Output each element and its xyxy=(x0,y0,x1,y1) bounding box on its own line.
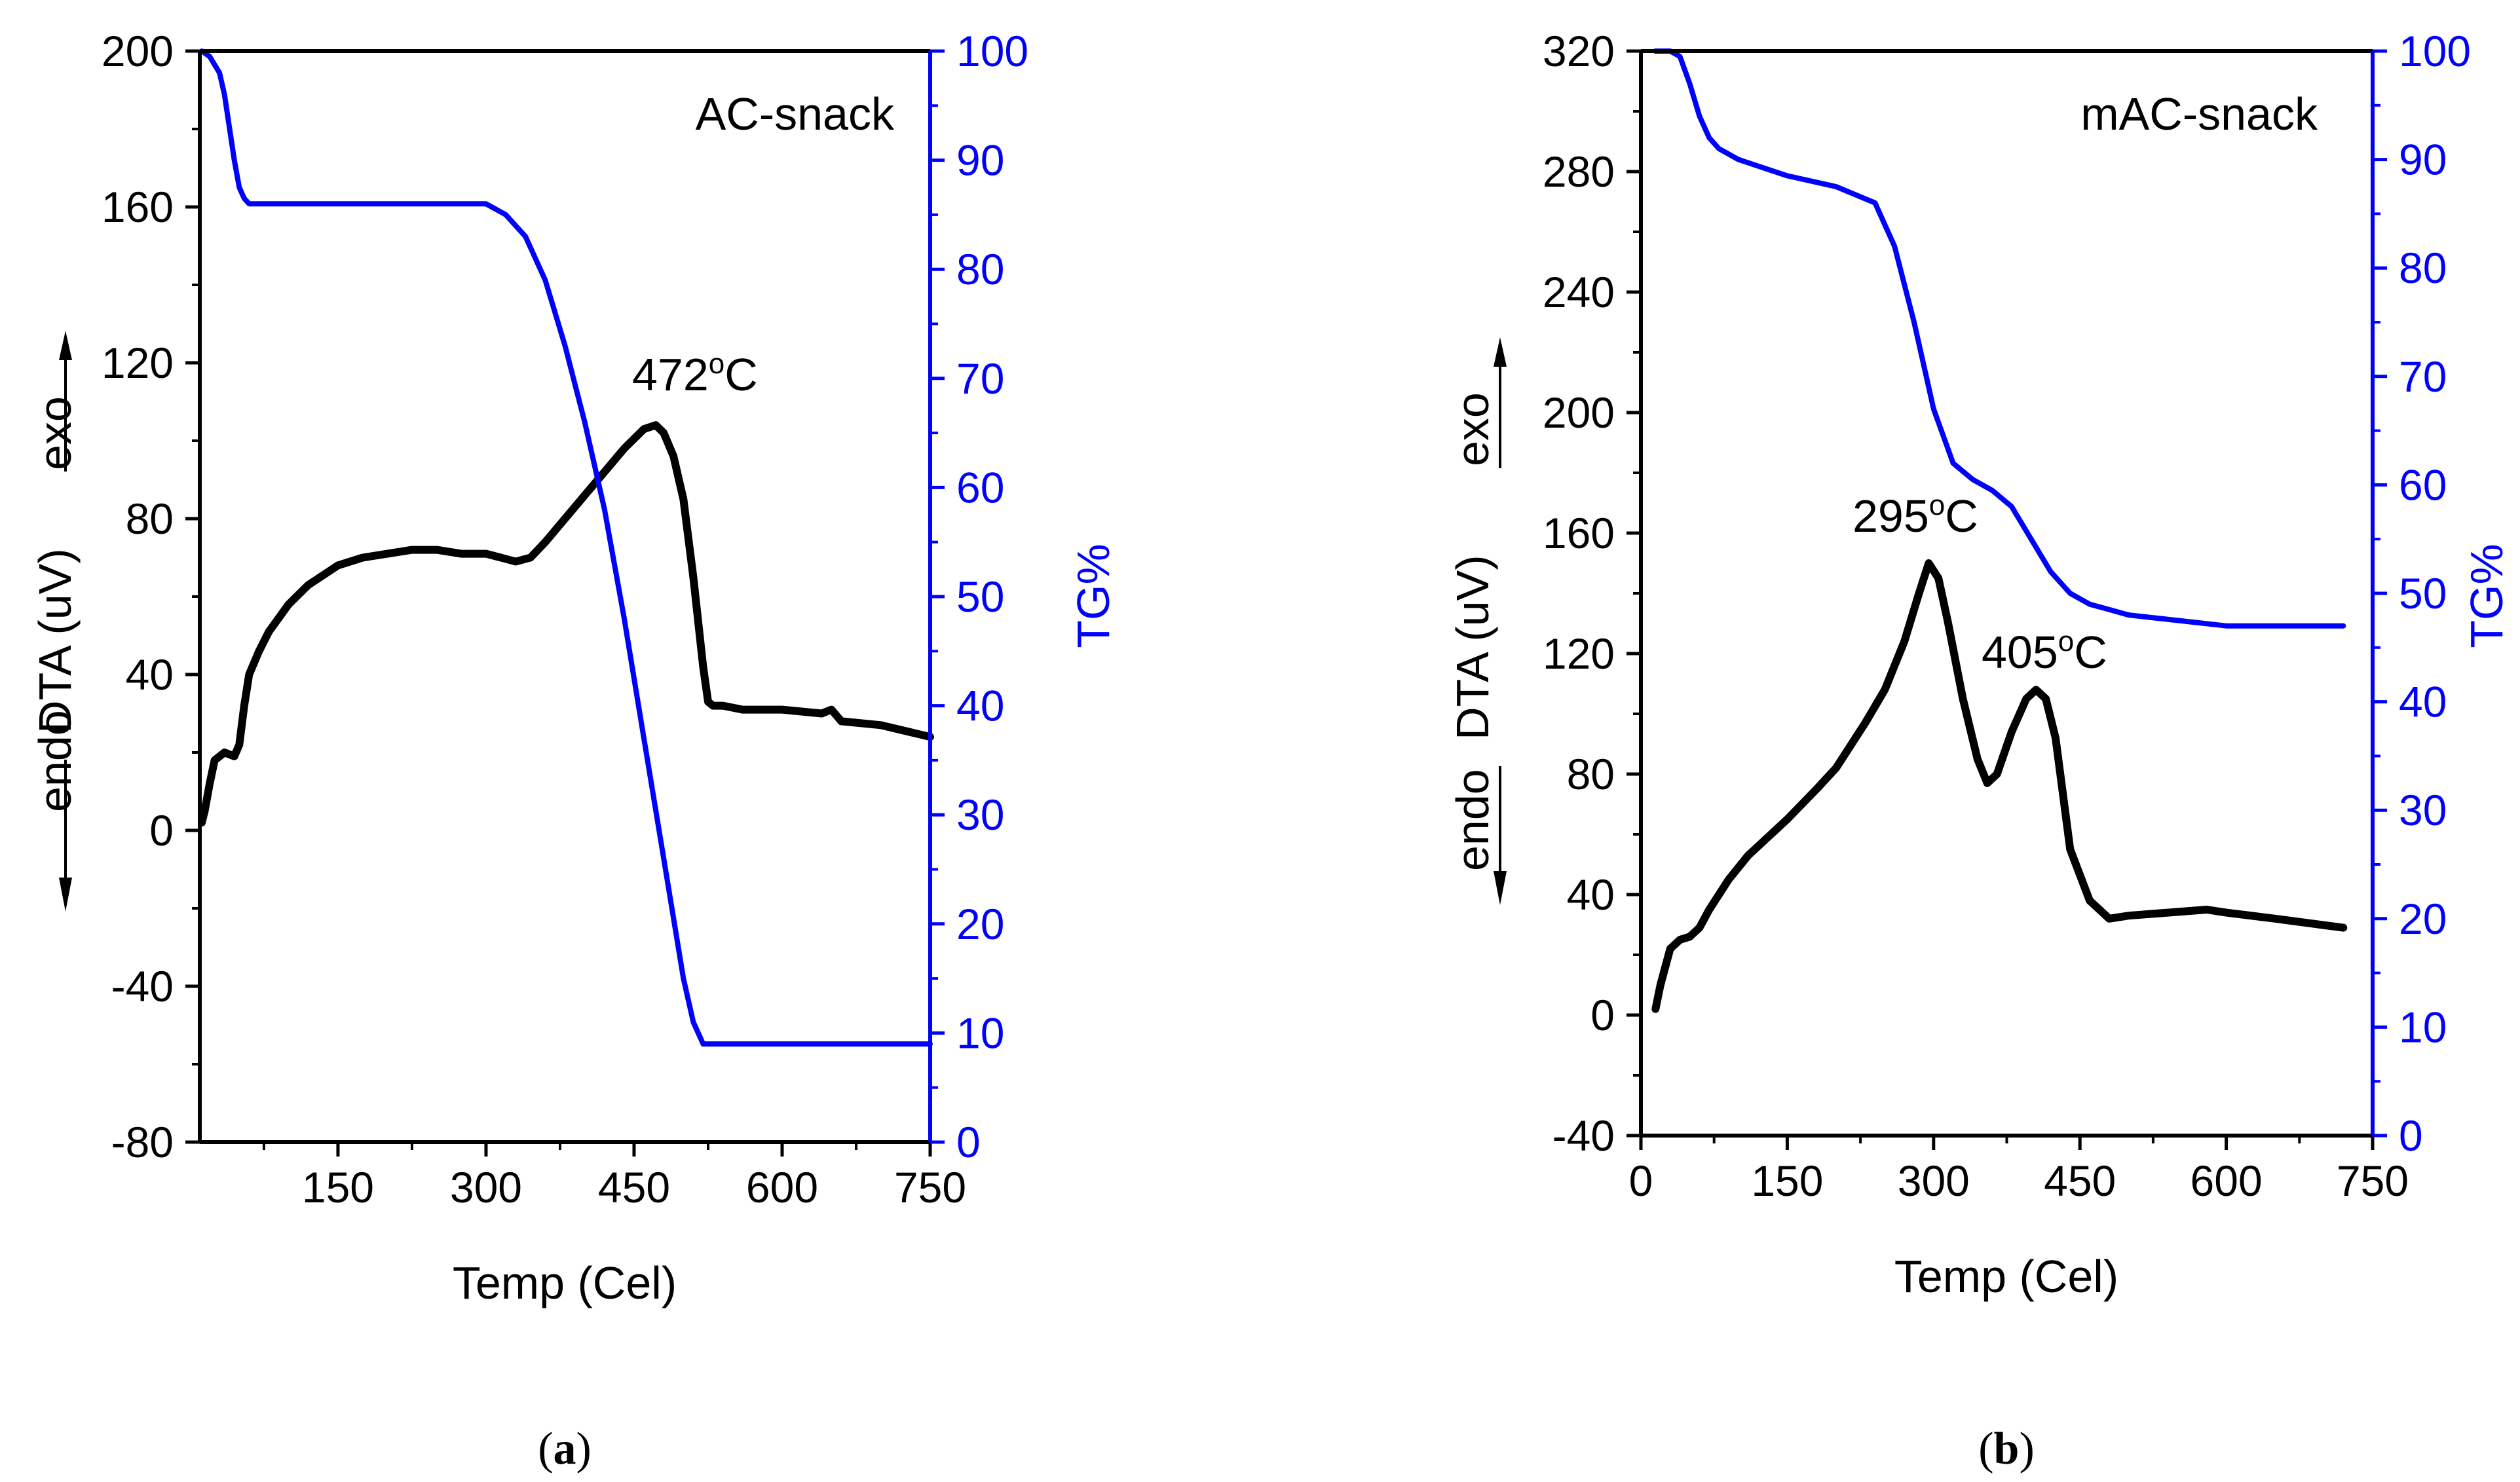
chart-b-x-tick-label: 300 xyxy=(1898,1157,1970,1205)
chart-a-right-tick-label: 10 xyxy=(956,1009,1004,1057)
chart-b-x-tick-label: 600 xyxy=(2191,1157,2263,1205)
chart-a-y-tick-label: 120 xyxy=(102,339,174,387)
chart-a-y-tick-label: 0 xyxy=(149,806,174,855)
chart-a-x-tick-label: 450 xyxy=(598,1163,670,1212)
chart-b-endo-label: endo xyxy=(1447,769,1498,871)
chart-b-exo-group: exo xyxy=(1447,392,1498,466)
chart-b-peak1-label: 295oC xyxy=(1852,489,1978,542)
chart-b-right-tick-label: 30 xyxy=(2399,786,2447,834)
chart-b-y-axis-label: DTA (uV) xyxy=(1447,555,1498,740)
chart-a-right-tick-label: 80 xyxy=(956,245,1004,293)
chart-b-exo-arrowhead xyxy=(1494,337,1507,367)
chart-b-y-tick-label: 320 xyxy=(1543,27,1615,75)
chart-a-y-tick-label: -40 xyxy=(111,962,174,1010)
chart-a-x-tick-label: 600 xyxy=(746,1163,818,1212)
chart-b-right-tick-label: 90 xyxy=(2399,136,2447,184)
chart-b-exo-label: exo xyxy=(1447,392,1498,466)
chart-a-right-tick-label: 70 xyxy=(956,354,1004,403)
chart-a-title: AC-snack xyxy=(696,88,895,139)
chart-b-dta-group: DTA (uV) xyxy=(1447,555,1498,740)
chart-b-y-tick-label: 40 xyxy=(1567,870,1615,919)
chart-b-panel-label: (b) xyxy=(1978,1424,2035,1474)
chart-a-panel-label: (a) xyxy=(538,1424,592,1474)
chart-a-y-tick-label: 160 xyxy=(102,183,174,231)
chart-b-endo-group: endo xyxy=(1447,769,1498,871)
chart-b-right-tick-label: 0 xyxy=(2399,1111,2423,1160)
chart-a-right-tick-label: 20 xyxy=(956,900,1004,948)
chart-b-x-tick-label: 450 xyxy=(2044,1157,2116,1205)
chart-b-right-tick-label: 60 xyxy=(2399,460,2447,509)
chart-b-x-tick-label: 150 xyxy=(1751,1157,1823,1205)
chart-b-right-tick-label: 80 xyxy=(2399,244,2447,292)
chart-a-right-tick-label: 40 xyxy=(956,682,1004,730)
chart-a-y-tick-label: 80 xyxy=(126,494,174,543)
chart-a-endo-label: endo xyxy=(29,710,81,812)
chart-a: 150 300 450 600 750 -80 -40 0 40 80 120 160 200 0 10 20… xyxy=(29,27,1119,1474)
chart-a-right-label-group: TG% xyxy=(1068,544,1119,648)
chart-b-right-tick-label: 20 xyxy=(2399,895,2447,943)
chart-a-dta-group: DTA (uV) xyxy=(29,548,81,733)
chart-a-x-tick-label: 150 xyxy=(302,1163,374,1212)
chart-a-x-tick-label: 300 xyxy=(450,1163,522,1212)
chart-b-x-tick-label: 0 xyxy=(1629,1157,1653,1205)
chart-a-exo-label: exo xyxy=(29,396,81,470)
chart-b-y-tick-label: -40 xyxy=(1552,1111,1615,1160)
chart-a-tg-curve xyxy=(199,48,933,1047)
chart-b: 0 150 300 450 600 750-40040801201602002402803… xyxy=(1447,27,2512,1474)
chart-b-y-tick-label: 120 xyxy=(1543,629,1615,678)
chart-a-right-tick-label: 90 xyxy=(956,136,1004,185)
chart-b-title: mAC-snack xyxy=(2080,88,2318,139)
chart-a-x-axis-label: Temp (Cel) xyxy=(453,1257,677,1308)
chart-a-endo-group: endo xyxy=(29,710,81,812)
chart-a-right-tick-label: 50 xyxy=(956,572,1004,621)
chart-b-right-tick-label: 100 xyxy=(2399,27,2471,75)
chart-a-peak-label: 472oC xyxy=(632,348,758,400)
chart-b-y-tick-label: 80 xyxy=(1567,750,1615,798)
chart-b-endo-arrowhead xyxy=(1494,871,1507,905)
chart-b-right-tick-label: 10 xyxy=(2399,1003,2447,1051)
chart-a-right-tick-label: 60 xyxy=(956,463,1004,511)
chart-a-y-tick-label: -80 xyxy=(111,1118,174,1166)
chart-b-dta-curve xyxy=(1651,559,2348,1013)
chart-a-exo-group: exo xyxy=(29,396,81,470)
chart-a-right-tick-label: 30 xyxy=(956,790,1004,839)
chart-b-peak2-label: 405oC xyxy=(1982,625,2107,678)
chart-b-y-tick-label: 160 xyxy=(1543,509,1615,557)
chart-b-y-tick-label: 280 xyxy=(1543,147,1615,196)
chart-a-y-tick-label: 40 xyxy=(126,650,174,699)
chart-a-dta-curve xyxy=(198,421,934,827)
chart-a-x-tick-label: 750 xyxy=(894,1163,966,1212)
chart-b-right-tick-label: 40 xyxy=(2399,678,2447,726)
chart-b-y-tick-label: 200 xyxy=(1543,388,1615,437)
chart-b-x-tick-label: 750 xyxy=(2337,1157,2409,1205)
chart-b-right-tick-label: 50 xyxy=(2399,569,2447,618)
chart-a-endo-arrowhead xyxy=(59,878,72,912)
chart-a-y-axis-label: DTA (uV) xyxy=(29,548,81,733)
chart-b-y-tick-label: 0 xyxy=(1590,991,1615,1039)
chart-b-right-tick-label: 70 xyxy=(2399,352,2447,401)
chart-a-right-tick-label: 100 xyxy=(956,27,1028,75)
chart-b-right-axis-label: TG% xyxy=(2461,544,2512,648)
chart-b-x-axis-label: Temp (Cel) xyxy=(1894,1251,2118,1302)
chart-a-y-tick-label: 200 xyxy=(102,27,174,75)
chart-a-right-axis-label: TG% xyxy=(1068,544,1119,648)
chart-b-right-label-group: TG% xyxy=(2461,544,2512,648)
chart-a-right-tick-label: 0 xyxy=(956,1118,981,1166)
chart-b-tg-curve xyxy=(1653,48,2346,629)
chart-b-y-tick-label: 240 xyxy=(1543,268,1615,316)
chart-a-exo-arrowhead xyxy=(59,331,72,360)
